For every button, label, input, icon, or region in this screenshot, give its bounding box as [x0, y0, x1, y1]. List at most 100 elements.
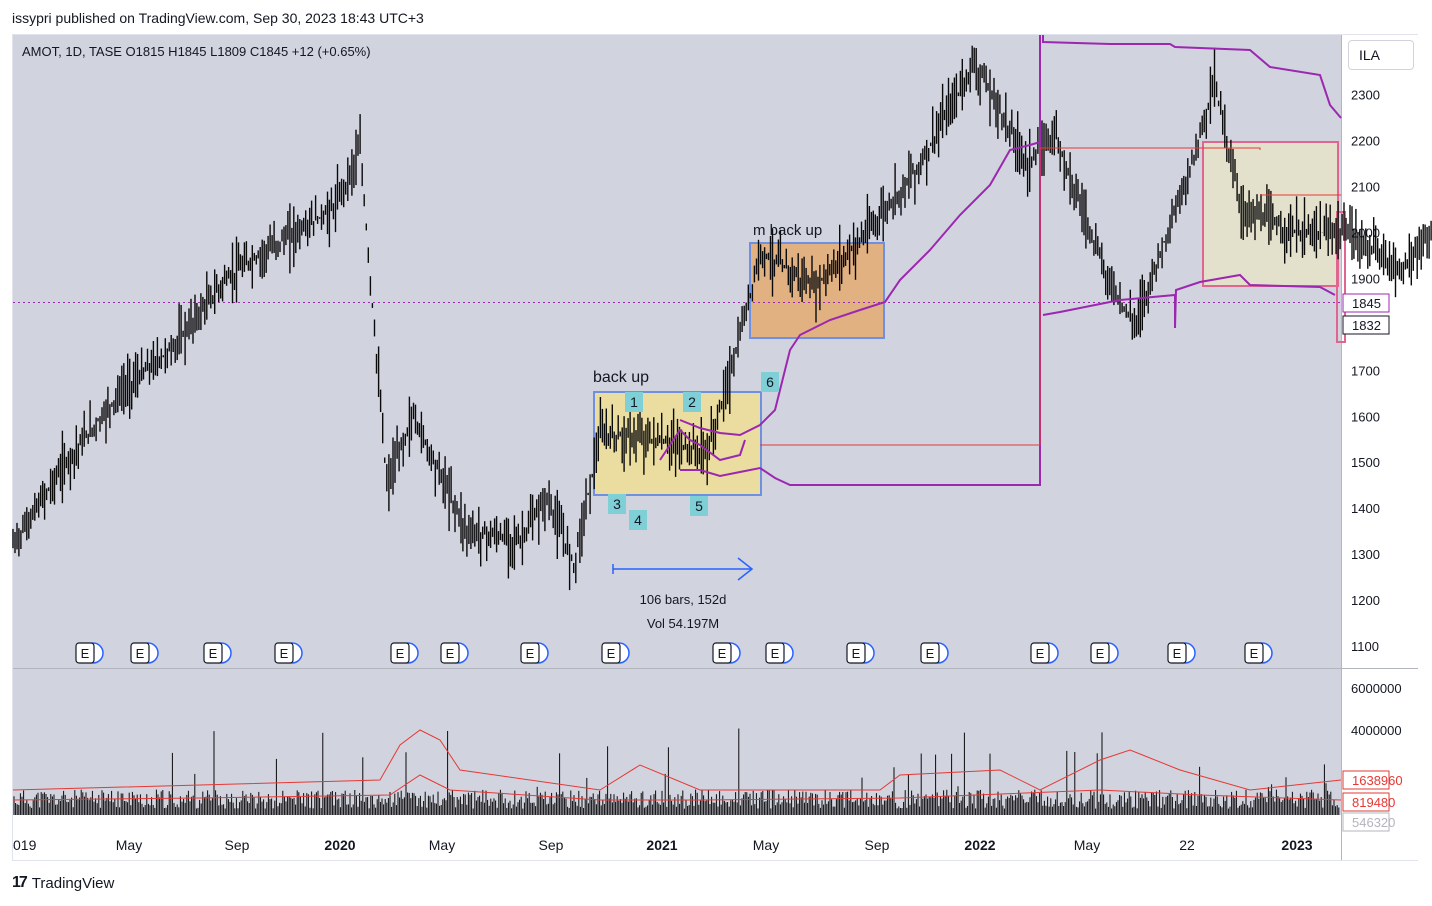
time-tick-label: Sep — [865, 837, 890, 853]
vwap-top-line — [1042, 35, 1342, 119]
earnings-marker-label: E — [1096, 646, 1105, 661]
range-box-edge — [1336, 211, 1346, 343]
earnings-marker-label: E — [136, 646, 145, 661]
earnings-marker — [712, 642, 732, 664]
currency-button[interactable]: ILA — [1348, 40, 1414, 70]
back-up-label: back up — [593, 369, 649, 386]
earnings-marker-label: E — [280, 646, 289, 661]
earnings-marker-label: E — [81, 646, 90, 661]
volume-current-label: 546320 — [1352, 815, 1395, 830]
wave-label-box — [683, 392, 701, 412]
red-level-line — [760, 147, 1261, 446]
wave-label-4: 4 — [634, 512, 642, 528]
price-tick-label: 1500 — [1351, 455, 1380, 470]
last-price-label: 1845 — [1352, 296, 1381, 311]
last-price-label-bg — [1342, 293, 1390, 313]
earnings-marker — [1090, 642, 1110, 664]
price-tick-label: 1300 — [1351, 547, 1380, 562]
earnings-marker-label: E — [1036, 646, 1045, 661]
earnings-marker — [765, 642, 785, 664]
m-back-up-label: m back up — [753, 222, 822, 239]
tradingview-logo-icon: 17 — [12, 874, 28, 891]
price-tick-label: 1400 — [1351, 501, 1380, 516]
price-tick-label: 2200 — [1351, 134, 1380, 149]
second-price-label: 1832 — [1352, 318, 1381, 333]
wave-label-box — [625, 392, 643, 412]
time-tick-label: May — [1074, 837, 1100, 853]
earnings-marker-label: E — [926, 646, 935, 661]
vwap-mid-line — [659, 428, 746, 462]
time-tick-label: 2021 — [646, 837, 677, 853]
wave-label-5: 5 — [695, 498, 703, 514]
earnings-marker — [1030, 642, 1050, 664]
volume-tick-label: 6000000 — [1351, 681, 1402, 696]
time-tick-label: 2022 — [964, 837, 995, 853]
earnings-marker — [920, 642, 940, 664]
earnings-marker — [440, 642, 460, 664]
price-tick-label: 2300 — [1351, 88, 1380, 103]
tradingview-brand: TradingView — [31, 874, 115, 892]
tradingview-logo[interactable]: 17 TradingView — [12, 874, 114, 892]
time-tick-label: Sep — [539, 837, 564, 853]
volume-ma-long-label: 1638960 — [1352, 773, 1403, 788]
earnings-marker-label: E — [396, 646, 405, 661]
earnings-marker — [390, 642, 410, 664]
vwap-lower-line — [680, 35, 1041, 486]
measure-arrow-head — [737, 557, 754, 581]
volume-tick-label: 4000000 — [1351, 723, 1402, 738]
second-price-label-bg — [1342, 315, 1390, 335]
vwap-right-line — [1042, 273, 1336, 329]
price-tick-label: 1200 — [1351, 593, 1380, 608]
earnings-marker — [601, 642, 621, 664]
time-tick-label: Sep — [225, 837, 250, 853]
measure-vol-label: Vol 54.197M — [647, 616, 719, 631]
wave-label-box — [690, 496, 708, 516]
time-tick-label: May — [429, 837, 455, 853]
wave-label-6: 6 — [766, 374, 774, 390]
wave-label-1: 1 — [630, 394, 638, 410]
time-axis-bg — [13, 815, 1341, 860]
earnings-marker — [75, 642, 95, 664]
earnings-marker — [1167, 642, 1187, 664]
price-tick-label: 2100 — [1351, 180, 1380, 195]
price-pane-bg — [13, 35, 1341, 668]
earnings-marker — [846, 642, 866, 664]
earnings-marker-label: E — [771, 646, 780, 661]
earnings-marker-label: E — [1173, 646, 1182, 661]
volume-ma-short — [12, 774, 1342, 801]
earnings-marker-label: E — [526, 646, 535, 661]
earnings-marker — [1244, 642, 1264, 664]
volume-ma-long-label-bg — [1342, 770, 1390, 790]
price-tick-label: 1600 — [1351, 409, 1380, 424]
time-tick-label: May — [753, 837, 779, 853]
wave-label-box — [608, 494, 626, 514]
price-tick-label: 1100 — [1351, 639, 1379, 654]
time-tick-label: 2023 — [1281, 837, 1312, 853]
wave-label-box — [761, 372, 779, 392]
wave-label-box — [629, 510, 647, 530]
time-tick-label: 22 — [1179, 837, 1195, 853]
earnings-marker-label: E — [607, 646, 616, 661]
price-tick-label: 1700 — [1351, 363, 1380, 378]
volume-ma-short-label-bg — [1342, 792, 1390, 812]
vwap-upper-line — [679, 141, 1041, 437]
volume-pane-bg — [13, 669, 1341, 815]
earnings-marker-label: E — [446, 646, 455, 661]
time-tick-label: 2020 — [324, 837, 355, 853]
earnings-marker-label: E — [718, 646, 727, 661]
earnings-marker — [130, 642, 150, 664]
earnings-marker — [520, 642, 540, 664]
earnings-marker-label: E — [209, 646, 218, 661]
volume-current-label-bg — [1342, 812, 1390, 832]
earnings-marker — [274, 642, 294, 664]
price-tick-label: 1900 — [1351, 271, 1380, 286]
price-axis-bg — [1341, 35, 1418, 860]
earnings-marker — [203, 642, 223, 664]
publish-line: issypri published on TradingView.com, Se… — [12, 10, 424, 26]
wave-label-3: 3 — [613, 496, 621, 512]
measure-bars-label: 106 bars, 152d — [640, 592, 727, 607]
time-tick-label: May — [116, 837, 142, 853]
symbol-info: AMOT, 1D, TASE O1815 H1845 L1809 C1845 +… — [22, 44, 371, 59]
volume-ma-long — [12, 729, 1342, 791]
